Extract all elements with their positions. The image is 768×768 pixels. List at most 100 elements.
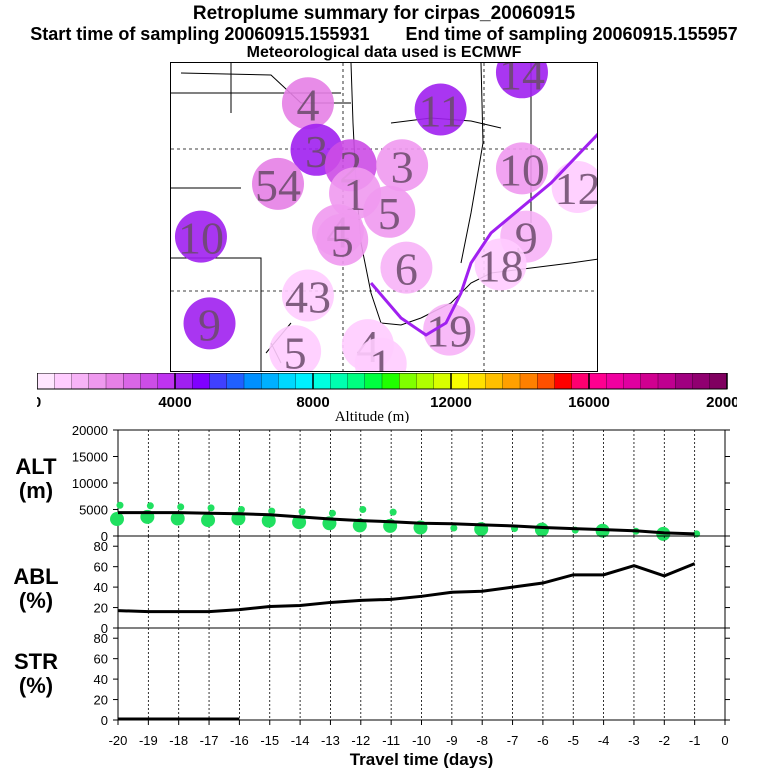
map-marker-dot: [354, 337, 407, 371]
met-data-label: Meteorological data used is ECMWF: [246, 44, 522, 61]
y-tick-label: 5000: [79, 503, 108, 518]
map-marker: 1: [354, 337, 407, 372]
x-axis-title: Travel time (days): [350, 750, 494, 768]
abl-label-line2: (%): [18, 588, 54, 613]
map-marker: 3: [376, 139, 429, 192]
panel-abl: 80 60 40 20 0: [94, 535, 730, 636]
panels: 20000150001000050000806040200806040200-2…: [72, 423, 730, 768]
colorbar-tick-label: 0: [37, 394, 41, 411]
x-tick-label: -17: [200, 733, 219, 748]
map-marker-label: 6: [395, 244, 418, 295]
map-marker-label: 3: [305, 126, 328, 177]
colorbar-cells: [37, 373, 728, 390]
colorbar-tick-label: 4000: [158, 394, 191, 411]
data-point: [292, 515, 307, 530]
colorbar-tick-label: 20000: [706, 394, 737, 411]
y-tick-label: 80: [94, 631, 108, 646]
y-tick-label: 20: [94, 693, 108, 708]
data-point: [207, 504, 215, 512]
map-marker-label: 18: [478, 241, 524, 292]
str-panel-label: STR (%): [6, 650, 66, 698]
x-tick-label: -12: [351, 733, 370, 748]
x-tick-label: -13: [321, 733, 340, 748]
map-marker-dot: [269, 325, 322, 371]
map-marker-dot: [495, 142, 548, 195]
x-tick-label: -11: [382, 733, 400, 748]
data-point: [146, 502, 154, 510]
data-point: [116, 501, 124, 509]
series-line: [117, 562, 696, 614]
map-marker-dot: [423, 303, 476, 356]
map-marker: 10: [495, 142, 548, 195]
data-point: [534, 522, 549, 537]
map-marker-dot: [376, 139, 429, 192]
map-marker: 5: [316, 213, 369, 267]
map-marker-label: 1: [369, 340, 392, 372]
map-marker-dot: [281, 269, 334, 322]
map-borders: [171, 63, 597, 371]
data-point: [298, 508, 306, 516]
x-tick-label: -1: [689, 733, 701, 748]
map-marker-label: 10: [499, 144, 545, 195]
series-line: [118, 511, 695, 536]
y-tick-label: 20: [94, 601, 108, 616]
x-tick-label: -7: [507, 733, 519, 748]
x-tick-label: -9: [446, 733, 458, 748]
x-tick-label: -2: [659, 733, 671, 748]
map-marker: 19: [423, 303, 476, 357]
map-marker-dot: [363, 185, 416, 238]
x-tick-label: -3: [628, 733, 640, 748]
state-border: [171, 63, 351, 371]
data-point: [261, 513, 276, 528]
y-tick-label: 0: [101, 621, 108, 636]
data-point: [359, 506, 367, 513]
y-tick-label: 80: [94, 539, 108, 554]
x-tick-label: -10: [412, 733, 431, 748]
river-border: [350, 63, 422, 326]
colorbar-tick-label: 8000: [296, 394, 329, 411]
map-marker: 14: [495, 63, 548, 99]
y-tick-label: 60: [94, 652, 108, 667]
x-tick-label: -6: [537, 733, 549, 748]
y-tick-label: 20000: [72, 423, 108, 438]
map-marker-dot: [281, 77, 334, 130]
y-tick-label: 40: [94, 580, 108, 595]
map-marker-label: 10: [178, 213, 224, 264]
map-marker-dot: [316, 213, 369, 266]
map-marker: 4: [281, 77, 334, 130]
map-marker-dot: [551, 161, 597, 213]
map-marker: 43: [281, 269, 334, 323]
map-marker-label: 43: [285, 272, 331, 323]
abl-label-line1: ABL: [13, 564, 59, 589]
alt-label-line1: ALT: [15, 454, 57, 479]
map-marker-dot: [495, 63, 548, 99]
data-point: [237, 506, 245, 513]
x-tick-label: -14: [291, 733, 310, 748]
x-tick-label: -20: [109, 733, 128, 748]
chart-title: Retroplume summary for cirpas_20060915: [192, 3, 576, 24]
colorbar-ticks: 0 4000 8000 12000 16000 20000: [37, 373, 737, 411]
x-tick-label: -5: [567, 733, 579, 748]
start-time-label: Start time of sampling 20060915.155931: [30, 24, 370, 44]
map-marker: 10: [174, 210, 227, 264]
map-marker-label: 5: [284, 327, 307, 372]
sampling-times: Start time of sampling 20060915.155931 E…: [0, 24, 768, 45]
y-tick-label: 10000: [72, 476, 108, 491]
x-tick-label: -8: [476, 733, 488, 748]
map-marker-label: 4: [296, 79, 319, 130]
x-tick-label: -15: [260, 733, 279, 748]
map-marker-label: 3: [391, 141, 414, 192]
map-marker-dot: [183, 297, 236, 350]
map-marker-dot: [474, 238, 527, 291]
map-marker: 5: [363, 185, 416, 239]
y-tick-label: 0: [101, 713, 108, 728]
alt-label-line2: (m): [18, 478, 54, 503]
end-time-label: End time of sampling 20060915.155957: [405, 24, 738, 44]
data-point: [268, 507, 276, 515]
map-marker-dot: [252, 157, 304, 210]
abl-panel-label: ABL (%): [6, 565, 66, 613]
x-tick-label: 0: [721, 733, 728, 748]
y-tick-label: 60: [94, 560, 108, 575]
